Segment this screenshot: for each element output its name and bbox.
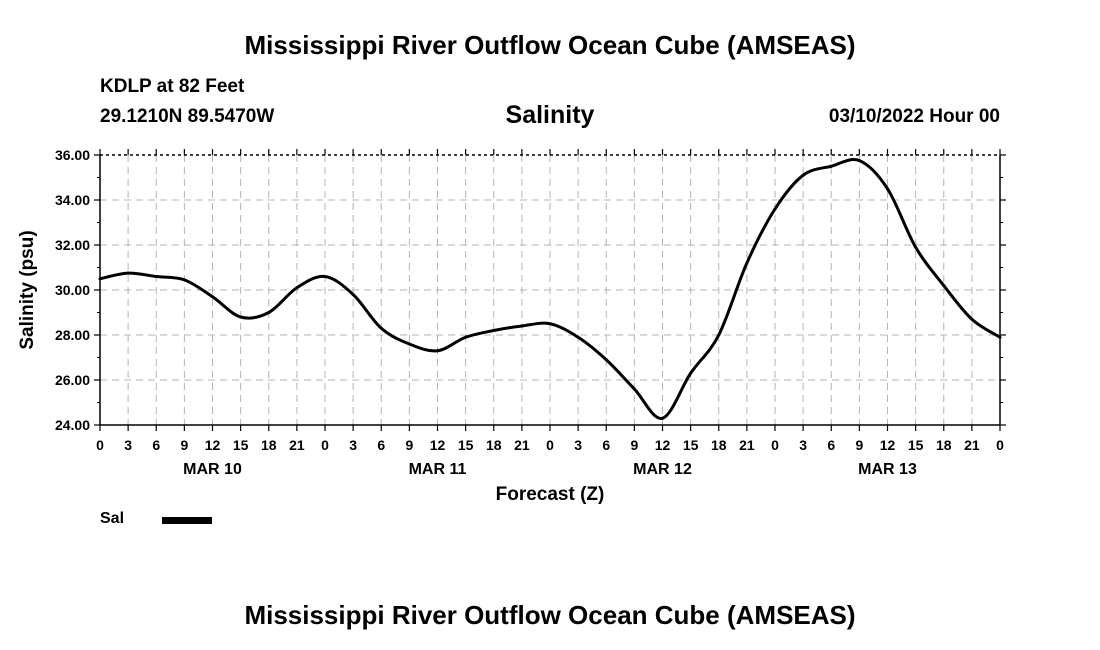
x-tick-label: 21	[964, 437, 980, 453]
data-point	[857, 159, 861, 163]
y-tick-label: 36.00	[55, 147, 90, 163]
x-tick-label: 3	[349, 437, 357, 453]
x-tick-label: 21	[289, 437, 305, 453]
data-point	[661, 416, 664, 420]
data-point	[182, 278, 186, 282]
x-tick-label: 6	[827, 437, 835, 453]
data-point	[520, 324, 524, 328]
day-label: MAR 12	[633, 461, 692, 478]
x-tick-label: 6	[152, 437, 160, 453]
chart-title: Mississippi River Outflow Ocean Cube (AM…	[244, 30, 856, 60]
data-point	[492, 329, 496, 332]
data-point	[548, 322, 552, 326]
x-tick-label: 12	[880, 437, 896, 453]
data-point	[886, 187, 889, 191]
data-point	[351, 293, 355, 296]
y-tick-label: 30.00	[55, 282, 90, 298]
x-tick-label: 3	[124, 437, 132, 453]
y-tick-label: 32.00	[55, 237, 90, 253]
x-tick-label: 18	[486, 437, 502, 453]
data-point	[98, 277, 102, 281]
data-point	[267, 311, 271, 314]
x-tick-label: 15	[233, 437, 249, 453]
x-tick-label: 21	[739, 437, 755, 453]
data-point	[211, 295, 214, 299]
data-point	[998, 335, 1002, 339]
data-point	[239, 315, 243, 319]
x-tick-label: 0	[321, 437, 329, 453]
day-label: MAR 13	[858, 461, 917, 478]
data-point	[576, 335, 580, 339]
x-tick-label: 18	[261, 437, 277, 453]
x-tick-label: 0	[996, 437, 1004, 453]
datetime-label: 03/10/2022 Hour 00	[828, 106, 1000, 127]
data-point	[829, 164, 833, 168]
data-point	[407, 342, 411, 346]
coordinates-label: 29.1210N 89.5470W	[100, 106, 275, 127]
data-point	[632, 387, 636, 391]
x-tick-label: 21	[514, 437, 530, 453]
data-point	[379, 326, 383, 330]
day-label: MAR 11	[409, 461, 467, 478]
station-label: KDLP at 82 Feet	[100, 76, 245, 97]
x-tick-label: 3	[799, 437, 807, 453]
x-tick-label: 6	[377, 437, 385, 453]
data-point	[604, 358, 608, 362]
x-tick-label: 9	[180, 437, 188, 453]
data-point	[801, 173, 805, 177]
data-point	[323, 275, 327, 278]
x-tick-label: 15	[683, 437, 699, 453]
data-point	[717, 333, 721, 337]
x-tick-label: 0	[546, 437, 554, 453]
data-point	[745, 261, 749, 265]
y-tick-label: 28.00	[55, 327, 90, 343]
data-point	[689, 371, 693, 375]
x-tick-label: 18	[711, 437, 727, 453]
y-axis-label: Salinity (psu)	[17, 230, 38, 349]
data-point	[773, 207, 777, 211]
x-tick-label: 12	[205, 437, 221, 453]
y-tick-label: 26.00	[55, 372, 90, 388]
x-tick-label: 0	[771, 437, 779, 453]
footer-title: Mississippi River Outflow Ocean Cube (AM…	[244, 600, 856, 630]
y-tick-label: 34.00	[55, 192, 90, 208]
x-tick-label: 9	[405, 437, 413, 453]
x-tick-label: 18	[936, 437, 952, 453]
data-point	[126, 271, 130, 275]
x-tick-label: 15	[908, 437, 924, 453]
plot-title: Salinity	[505, 101, 595, 129]
x-tick-label: 3	[574, 437, 582, 453]
x-tick-label: 6	[602, 437, 610, 453]
x-tick-label: 12	[430, 437, 446, 453]
data-point	[464, 335, 468, 339]
data-point	[914, 245, 918, 249]
x-axis-label: Forecast (Z)	[496, 484, 605, 505]
data-point	[295, 286, 299, 290]
day-label: MAR 10	[183, 461, 242, 478]
x-tick-label: 0	[96, 437, 104, 453]
x-tick-label: 9	[630, 437, 638, 453]
x-tick-label: 12	[655, 437, 671, 453]
data-point	[154, 275, 158, 278]
data-point	[942, 284, 946, 287]
x-tick-label: 9	[855, 437, 863, 453]
salinity-chart: 24.00 26.00 28.00 30.00 32.00 34.00 36.00 0 3 6 9 1…	[17, 147, 1006, 505]
legend-label: Sal	[100, 510, 125, 527]
legend-line-swatch	[162, 517, 212, 524]
y-tick-label: 24.00	[55, 417, 90, 433]
data-point	[436, 349, 439, 353]
data-point	[970, 317, 974, 321]
x-tick-label: 15	[458, 437, 474, 453]
